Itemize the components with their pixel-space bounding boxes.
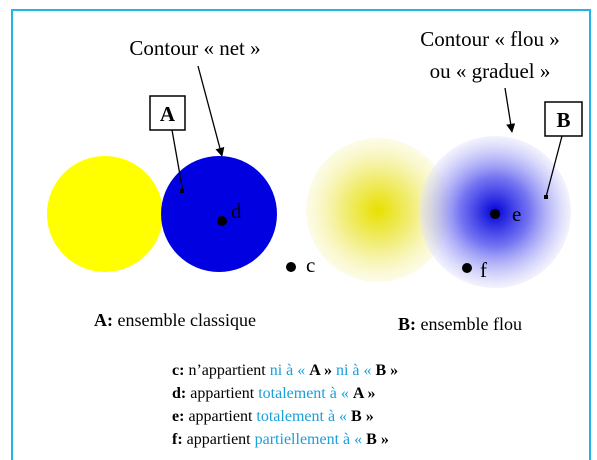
crisp-set-a	[161, 156, 277, 272]
crisp-contour-label: Contour « net »	[129, 36, 260, 60]
legend-text: ni à «	[270, 362, 306, 379]
pointer-tip	[180, 189, 184, 193]
caption: B: ensemble flou	[398, 314, 522, 334]
crisp-set-yellow	[47, 156, 163, 272]
legend-text: totalement à «	[258, 385, 349, 402]
point-label: e	[512, 202, 521, 226]
box	[149, 95, 186, 131]
legend-text: A »	[309, 362, 332, 379]
legend-line: e: appartient totalement à « B »	[172, 408, 374, 425]
legend-key: e:	[172, 408, 184, 425]
fuzzy-set-yellow	[306, 138, 450, 282]
point	[462, 263, 472, 273]
legend-text: B »	[366, 431, 389, 448]
legend-line: c: n’appartient ni à « A » ni à « B »	[172, 362, 398, 379]
caption: A: ensemble classique	[94, 310, 256, 330]
arrow	[197, 65, 225, 157]
legend-text: n’appartient	[188, 362, 266, 379]
caption-text: ensemble classique	[118, 310, 256, 330]
caption-key: B:	[398, 314, 416, 334]
point-label: f	[480, 258, 487, 282]
legend-text: appartient	[190, 385, 255, 402]
legend-line: f: appartient partiellement à « B »	[172, 431, 389, 448]
box	[544, 101, 583, 137]
point	[286, 262, 296, 272]
legend-line: d: appartient totalement à « A »	[172, 385, 376, 402]
caption-text: ensemble flou	[421, 314, 522, 334]
point	[490, 209, 500, 219]
legend-text: ni à «	[336, 362, 372, 379]
point-label: d	[231, 199, 242, 223]
legend-key: f:	[172, 431, 183, 448]
caption-key: A:	[94, 310, 113, 330]
legend-text: A »	[353, 385, 376, 402]
point-label: c	[306, 253, 315, 277]
pointer	[171, 129, 184, 193]
box-label: A	[160, 102, 176, 126]
legend-text: B »	[376, 362, 399, 379]
legend-key: c:	[172, 362, 184, 379]
legend-text: partiellement à «	[255, 431, 363, 448]
legend-key: d:	[172, 385, 186, 402]
arrow	[504, 87, 516, 133]
fuzzy-contour-label: Contour « flou »	[420, 27, 559, 51]
pointer-tip	[544, 195, 548, 199]
pointer	[545, 135, 563, 198]
point	[217, 216, 227, 226]
legend-text: appartient	[188, 408, 253, 425]
fuzzy-contour-label: ou « graduel »	[430, 59, 551, 83]
legend-text: totalement à «	[256, 408, 347, 425]
legend-text: B »	[351, 408, 374, 425]
box-label: B	[556, 108, 570, 132]
legend-text: appartient	[187, 431, 252, 448]
